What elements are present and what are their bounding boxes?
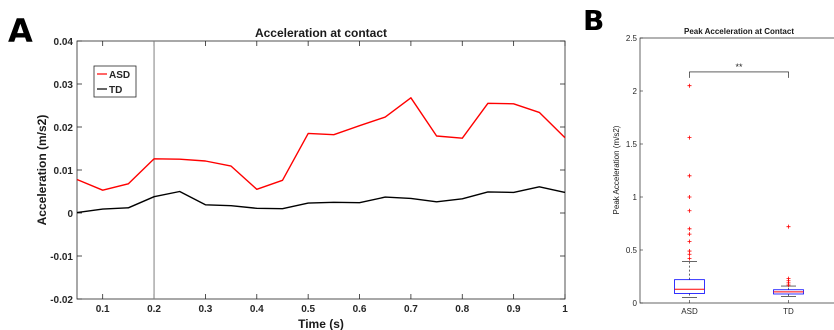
box-plot-x-ticks: ASD TD	[681, 300, 794, 316]
x-tick-label: 0.1	[96, 304, 110, 315]
outlier-asd	[687, 208, 692, 213]
x-tick-label: TD	[783, 307, 794, 316]
legend: ASD TD	[93, 65, 137, 98]
y-tick-label: -0.02	[50, 295, 73, 306]
x-tick-label: 0.8	[455, 304, 469, 315]
y-tick-label: 1.5	[626, 140, 638, 149]
y-tick-label: 0	[633, 299, 638, 308]
y-tick-label: 0.02	[54, 123, 74, 134]
box-plot-title: Peak Acceleration at Contact	[684, 27, 794, 36]
box-plot-boxes	[674, 83, 804, 299]
y-tick-label: 0.04	[54, 37, 74, 48]
x-tick-label: 0.3	[198, 304, 212, 315]
y-tick-label: 0.01	[54, 166, 74, 177]
x-tick-label: 1	[562, 304, 568, 315]
outlier-asd	[687, 226, 692, 231]
series-line-asd	[76, 97, 566, 191]
outlier-asd	[687, 173, 692, 178]
box-plot-y-axis-label: Peak Acceleration (m/s2)	[612, 125, 621, 214]
y-tick-label: 0.5	[626, 246, 638, 255]
series-line-td	[76, 186, 566, 214]
outlier-asd	[687, 239, 692, 244]
box-asd	[674, 279, 705, 294]
outlier-asd	[687, 249, 692, 254]
panel-letter-a: A	[8, 12, 33, 50]
outlier-asd	[687, 195, 692, 199]
x-tick-label: 0.2	[147, 304, 161, 315]
line-chart-y-axis-label: Acceleration (m/s2)	[35, 115, 49, 226]
y-tick-label: 2	[633, 87, 638, 96]
significance-bracket: **	[689, 62, 789, 78]
outlier-td	[786, 224, 791, 229]
x-tick-label: 0.7	[404, 304, 418, 315]
x-tick-label: 0.4	[250, 304, 264, 315]
x-tick-label: 0.5	[301, 304, 315, 315]
box-plot-y-ticks: 0 0.5 1 1.5 2 2.5	[626, 34, 643, 308]
line-chart-y-ticks: -0.02 -0.01 0 0.01 0.02 0.03 0.04	[50, 37, 565, 306]
outlier-td	[786, 276, 791, 281]
line-chart-x-ticks: 0.1 0.2 0.3 0.4 0.5 0.6 0.7 0.8 0.9 1	[96, 41, 568, 315]
legend-box	[93, 65, 137, 98]
outlier-asd	[687, 83, 692, 88]
outlier-asd	[687, 232, 692, 237]
significance-label: **	[735, 62, 743, 72]
outlier-asd	[687, 256, 692, 261]
line-chart-x-axis-label: Time (s)	[298, 317, 344, 330]
line-chart: Acceleration at contact -0.02 -0.01 0 0.01 0…	[35, 26, 568, 330]
x-tick-label: 0.6	[353, 304, 367, 315]
y-tick-label: 0.03	[54, 80, 74, 91]
y-tick-label: -0.01	[50, 252, 73, 263]
y-tick-label: 0	[67, 209, 73, 220]
significance-line	[689, 71, 789, 78]
y-tick-label: 2.5	[626, 34, 638, 43]
x-tick-label: 0.9	[507, 304, 521, 315]
box-plot: Peak Acceleration at Contact 0 0.5 1 1.5 2 2.…	[612, 27, 834, 316]
y-tick-label: 1	[633, 193, 638, 202]
legend-label-asd: ASD	[109, 70, 130, 81]
panel-letter-b: B	[583, 4, 604, 37]
legend-label-td: TD	[109, 85, 122, 96]
outlier-asd	[687, 135, 692, 140]
line-chart-plot-area	[76, 40, 566, 300]
line-chart-series	[76, 97, 566, 214]
box-plot-area	[639, 37, 834, 304]
x-tick-label: ASD	[681, 307, 698, 316]
line-chart-title: Acceleration at contact	[255, 26, 387, 40]
